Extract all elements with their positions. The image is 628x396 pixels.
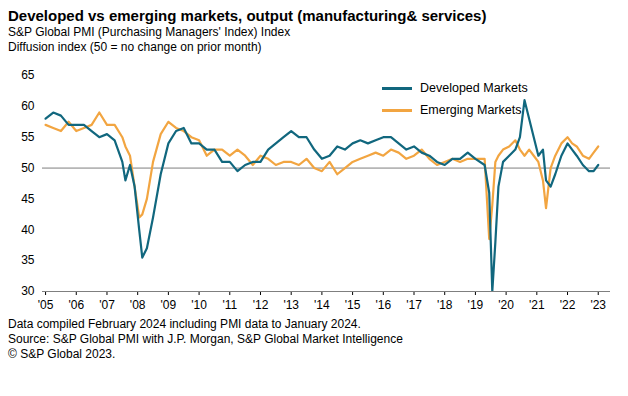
html-text:Developed vs emerging markets,: Developed vs emerging markets, output (m… bbox=[8, 7, 487, 24]
html-text:Diffusion index (50 = no chang: Diffusion index (50 = no change on prior… bbox=[8, 40, 262, 54]
svg-text:55: 55 bbox=[21, 130, 35, 144]
svg-text:'09: '09 bbox=[161, 298, 177, 312]
svg-text:65: 65 bbox=[21, 68, 35, 82]
svg-text:35: 35 bbox=[21, 253, 35, 267]
svg-text:'17: '17 bbox=[406, 298, 422, 312]
svg-text:'06: '06 bbox=[68, 298, 84, 312]
html-text:© S&P Global 2023.: © S&P Global 2023. bbox=[8, 347, 116, 361]
svg-text:40: 40 bbox=[21, 223, 35, 237]
svg-text:'10: '10 bbox=[191, 298, 207, 312]
svg-text:50: 50 bbox=[21, 161, 35, 175]
svg-text:'13: '13 bbox=[283, 298, 299, 312]
svg-text:'07: '07 bbox=[99, 298, 115, 312]
svg-text:'19: '19 bbox=[468, 298, 484, 312]
svg-text:'14: '14 bbox=[314, 298, 330, 312]
svg-text:45: 45 bbox=[21, 192, 35, 206]
svg-text:'12: '12 bbox=[253, 298, 269, 312]
svg-text:'22: '22 bbox=[560, 298, 576, 312]
svg-text:'15: '15 bbox=[345, 298, 361, 312]
html-text:S&P Global PMI (Purchasing Man: S&P Global PMI (Purchasing Managers' Ind… bbox=[8, 25, 291, 39]
html-text:Data compiled February 2024 in: Data compiled February 2024 including PM… bbox=[8, 317, 361, 331]
html-text:Emerging Markets: Emerging Markets bbox=[420, 103, 522, 117]
svg-text:'08: '08 bbox=[130, 298, 146, 312]
html-text:Developed Markets: Developed Markets bbox=[420, 81, 528, 95]
svg-text:30: 30 bbox=[21, 284, 35, 298]
svg-text:60: 60 bbox=[21, 99, 35, 113]
html-text:Source: S&P Global PMI with J.: Source: S&P Global PMI with J.P. Morgan,… bbox=[8, 332, 403, 346]
svg-text:'21: '21 bbox=[529, 298, 545, 312]
svg-text:'18: '18 bbox=[437, 298, 453, 312]
svg-text:'20: '20 bbox=[498, 298, 514, 312]
svg-text:'05: '05 bbox=[38, 298, 54, 312]
svg-text:'23: '23 bbox=[590, 298, 606, 312]
svg-text:'11: '11 bbox=[222, 298, 237, 312]
svg-text:'16: '16 bbox=[375, 298, 391, 312]
